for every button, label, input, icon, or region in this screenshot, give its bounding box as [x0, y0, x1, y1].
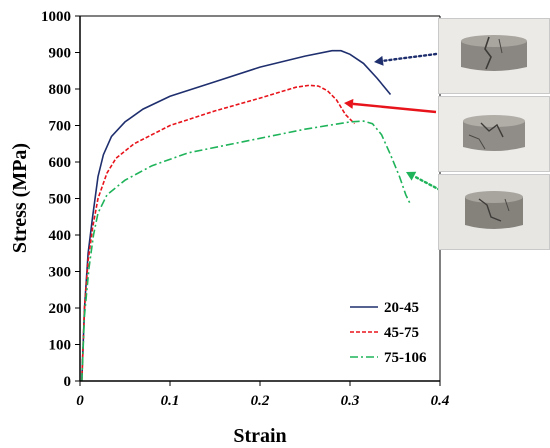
y-tick-label: 300: [49, 265, 72, 281]
legend-label: 20-45: [384, 300, 419, 316]
x-tick-label: 0.3: [341, 393, 360, 409]
specimen-photo-45-75: [438, 96, 550, 172]
x-tick-label: 0: [76, 393, 84, 409]
arrow-head-icon: [406, 171, 417, 181]
y-axis-title: Stress (MPa): [9, 143, 31, 253]
x-tick-label: 0.4: [431, 393, 450, 409]
fractured-specimen-icon: [439, 97, 549, 171]
fractured-specimen-icon: [439, 175, 549, 249]
series-line-20-45: [81, 49, 392, 382]
y-tick-label: 200: [49, 301, 72, 317]
arrow-head-icon: [344, 98, 354, 109]
legend-label: 45-75: [384, 325, 419, 341]
y-tick-label: 800: [49, 82, 72, 98]
photo-arrow: [412, 175, 442, 192]
y-tick-label: 700: [49, 119, 72, 135]
series-line-75-106: [81, 120, 412, 382]
x-tick-label: 0.2: [251, 393, 270, 409]
y-tick-label: 400: [49, 228, 72, 244]
y-tick-label: 500: [49, 192, 72, 208]
legend-label: 75-106: [384, 350, 427, 366]
x-tick-label: 0.1: [161, 393, 180, 409]
y-tick-label: 100: [49, 338, 72, 354]
specimen-photo-75-106: [438, 174, 550, 250]
legend: 20-45 45-75 75-106: [350, 300, 427, 366]
photo-arrow: [381, 52, 438, 63]
specimen-photo-20-45: [438, 18, 550, 94]
fractured-specimen-icon: [439, 19, 549, 93]
y-tick-label: 1000: [41, 9, 71, 25]
arrow-head-icon: [374, 55, 384, 66]
x-axis-title: Strain: [233, 425, 286, 447]
y-tick-label: 600: [49, 155, 72, 171]
y-tick-label: 0: [64, 374, 72, 390]
y-tick-label: 900: [49, 46, 72, 62]
series-line-45-75: [81, 84, 356, 382]
photo-arrow: [352, 102, 437, 114]
